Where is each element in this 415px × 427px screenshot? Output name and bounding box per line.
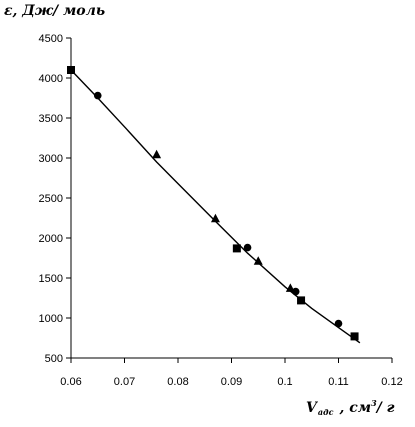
y-tick-label: 500 [45,353,63,365]
x-axis-title-subscript: адс [317,407,334,417]
data-point-circle [243,243,252,252]
data-point-triangle [210,213,220,223]
y-axis-title: ε, Дж/ моль [4,3,106,19]
data-point-triangle [253,256,263,265]
x-axis-title: Vадс , см3/ г [306,398,395,417]
data-point-square [67,66,75,74]
x-axis-title-main: V [306,400,317,416]
fit-line [70,69,361,344]
data-point-square [232,244,241,253]
y-tick-label: 1000 [39,313,63,325]
data-point-square [297,296,306,305]
x-tick-label: 0.07 [114,376,135,388]
data-point-circle [334,319,343,328]
data-point-triangle [152,149,162,159]
data-point-circle [93,91,102,100]
y-tick-label: 3500 [39,113,63,125]
x-ticks: 0.06 0.07 0.08 0.09 0.1 0.11 0.12 [60,358,403,388]
y-ticks: 500 1000 1500 2000 2500 3000 3500 4000 4500 [39,33,71,365]
data-point-triangle [285,283,295,292]
data-points [67,66,359,341]
y-tick-label: 2500 [39,193,63,205]
x-tick-label: 0.08 [167,376,188,388]
y-tick-label: 4000 [39,73,63,85]
x-tick-label: 0.11 [328,376,349,388]
x-axis-title-unit-exponent: 3 [371,398,377,408]
x-tick-label: 0.06 [60,376,81,388]
x-axis-title-unit: , см [339,400,372,416]
x-axis-title-unit-tail: / г [376,400,395,416]
x-tick-label: 0.12 [381,376,402,388]
y-tick-label: 2000 [39,233,63,245]
y-tick-label: 1500 [39,273,63,285]
y-tick-label: 3000 [39,153,63,165]
x-tick-label: 0.09 [221,376,242,388]
data-point-square [350,332,359,341]
axes [70,38,392,359]
x-tick-label: 0.1 [277,376,292,388]
fit-line-group [70,69,361,344]
data-point-circle [291,287,300,296]
y-tick-label: 4500 [39,33,63,45]
